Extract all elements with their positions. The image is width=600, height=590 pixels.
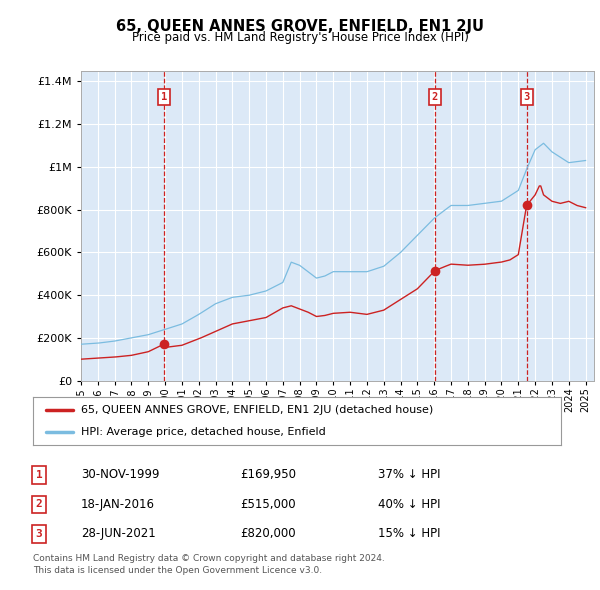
Text: 3: 3 <box>35 529 43 539</box>
Text: 15% ↓ HPI: 15% ↓ HPI <box>378 527 440 540</box>
Text: 28-JUN-2021: 28-JUN-2021 <box>81 527 156 540</box>
Text: Contains HM Land Registry data © Crown copyright and database right 2024.: Contains HM Land Registry data © Crown c… <box>33 554 385 563</box>
Text: 1: 1 <box>161 92 167 102</box>
Text: 1: 1 <box>35 470 43 480</box>
Text: £820,000: £820,000 <box>240 527 296 540</box>
Text: 65, QUEEN ANNES GROVE, ENFIELD, EN1 2JU: 65, QUEEN ANNES GROVE, ENFIELD, EN1 2JU <box>116 19 484 34</box>
Text: £169,950: £169,950 <box>240 468 296 481</box>
Text: Price paid vs. HM Land Registry's House Price Index (HPI): Price paid vs. HM Land Registry's House … <box>131 31 469 44</box>
Text: HPI: Average price, detached house, Enfield: HPI: Average price, detached house, Enfi… <box>80 427 325 437</box>
Text: 37% ↓ HPI: 37% ↓ HPI <box>378 468 440 481</box>
Text: £515,000: £515,000 <box>240 498 296 511</box>
Text: 2: 2 <box>432 92 438 102</box>
Text: 2: 2 <box>35 500 43 509</box>
Text: 40% ↓ HPI: 40% ↓ HPI <box>378 498 440 511</box>
Text: This data is licensed under the Open Government Licence v3.0.: This data is licensed under the Open Gov… <box>33 566 322 575</box>
Text: 3: 3 <box>523 92 530 102</box>
Text: 30-NOV-1999: 30-NOV-1999 <box>81 468 160 481</box>
Text: 18-JAN-2016: 18-JAN-2016 <box>81 498 155 511</box>
Text: 65, QUEEN ANNES GROVE, ENFIELD, EN1 2JU (detached house): 65, QUEEN ANNES GROVE, ENFIELD, EN1 2JU … <box>80 405 433 415</box>
